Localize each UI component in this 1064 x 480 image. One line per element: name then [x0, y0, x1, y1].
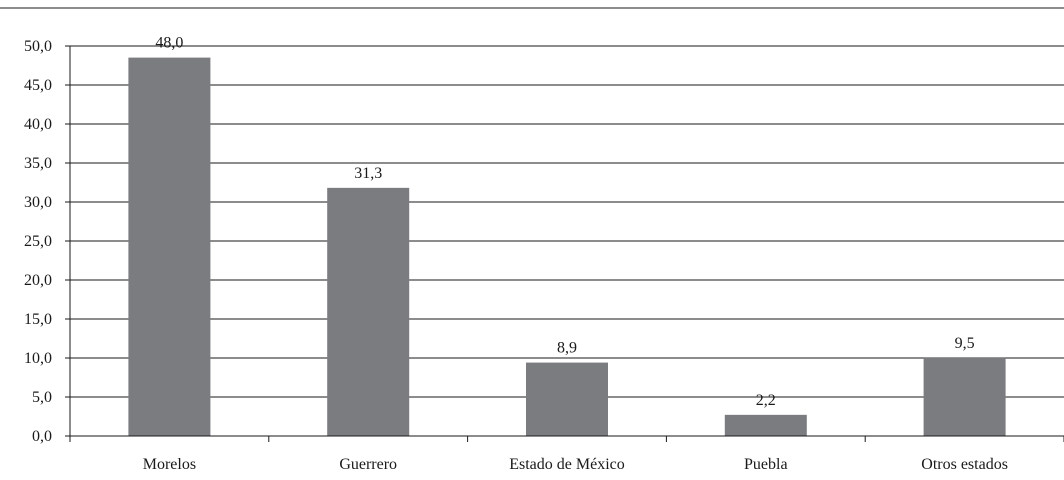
y-tick-label: 35,0: [24, 155, 52, 172]
value-label: 31,3: [354, 165, 382, 182]
y-tick-label: 30,0: [24, 194, 52, 211]
y-tick-label: 15,0: [24, 311, 52, 328]
bar-morelos: [128, 58, 210, 436]
x-tick-label: Estado de México: [509, 456, 625, 473]
x-tick-label: Otros estados: [921, 456, 1008, 473]
y-tick-label: 45,0: [24, 77, 52, 94]
y-tick-label: 50,0: [24, 38, 52, 55]
x-tick-label: Guerrero: [339, 456, 397, 473]
y-tick-label: 20,0: [24, 272, 52, 289]
x-tick-label: Morelos: [143, 456, 196, 473]
y-tick-label: 40,0: [24, 116, 52, 133]
value-label: 8,9: [557, 340, 577, 357]
value-label: 2,2: [756, 392, 776, 409]
y-tick-label: 10,0: [24, 350, 52, 367]
bar-guerrero: [327, 188, 409, 436]
x-tick-label: Puebla: [744, 456, 788, 473]
bars: [128, 58, 1005, 436]
y-tick-label: 25,0: [24, 233, 52, 250]
bar-puebla: [725, 415, 807, 436]
y-tick-label: 0,0: [32, 428, 52, 445]
x-axis: [70, 436, 1064, 442]
x-axis-tick-labels: Morelos Guerrero Estado de México Puebla Otr…: [143, 456, 1008, 473]
value-labels: 48,0 31,3 8,9 2,2 9,5: [155, 35, 974, 409]
value-label: 9,5: [955, 335, 975, 352]
y-tick-label: 5,0: [32, 389, 52, 406]
y-axis-tick-labels: 0,0 5,0 10,0 15,0 20,0 25,0 30,0 35,0 40,0 45,0 50…: [24, 38, 52, 445]
bar-otros-estados: [924, 358, 1006, 436]
bar-estado-de-méxico: [526, 363, 608, 436]
value-label: 48,0: [155, 35, 183, 52]
